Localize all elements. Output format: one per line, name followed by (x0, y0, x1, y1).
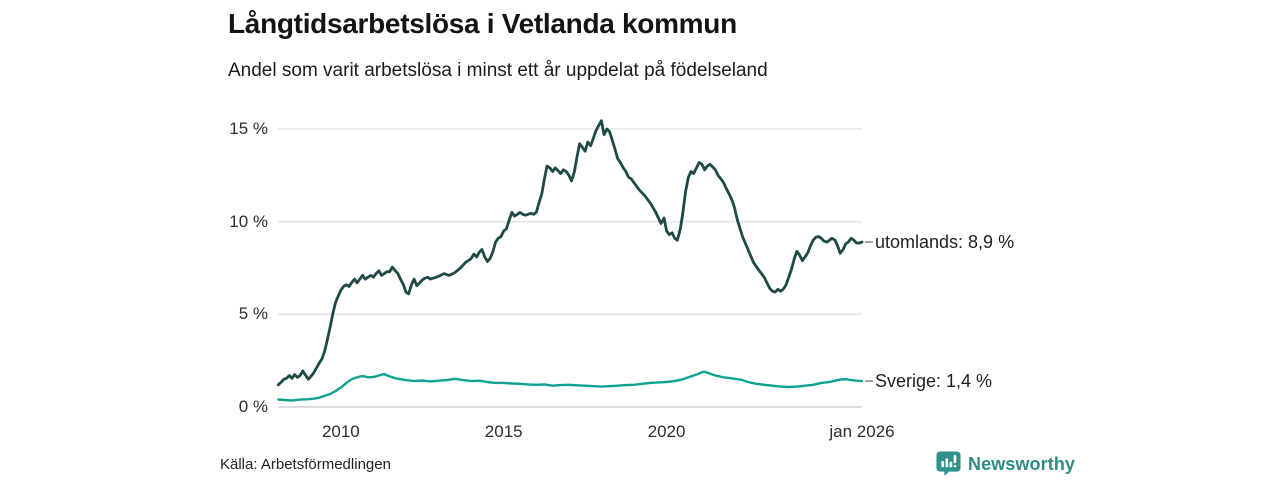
source-note: Källa: Arbetsförmedlingen (220, 456, 391, 473)
series-line-Sverige (277, 370, 864, 402)
newsworthy-logo-icon (936, 451, 961, 477)
series-end-label-utomlands: utomlands: 8,9 % (875, 232, 1015, 253)
newsworthy-logo-text: Newsworthy (968, 453, 1076, 474)
x-axis-tick-label: 2010 (321, 422, 360, 441)
x-axis-tick-label: jan 2026 (829, 422, 895, 441)
newsworthy-logo: Newsworthy (936, 451, 1075, 477)
x-axis-tick-label: 2015 (484, 422, 523, 441)
chart-subtitle: Andel som varit arbetslösa i minst ett å… (228, 60, 768, 81)
y-axis-tick-label: 5 % (238, 304, 268, 324)
y-axis-tick-label: 10 % (229, 211, 268, 231)
x-axis-tick-label: 2020 (647, 422, 686, 441)
y-axis-tick-label: 0 % (238, 397, 268, 416)
series-end-label-Sverige: Sverige: 1,4 % (875, 371, 993, 392)
y-axis-tick-label: 15 % (229, 119, 268, 138)
chart-title: Långtidsarbetslösa i Vetlanda kommun (228, 8, 737, 39)
series-line-utomlands (276, 119, 864, 387)
